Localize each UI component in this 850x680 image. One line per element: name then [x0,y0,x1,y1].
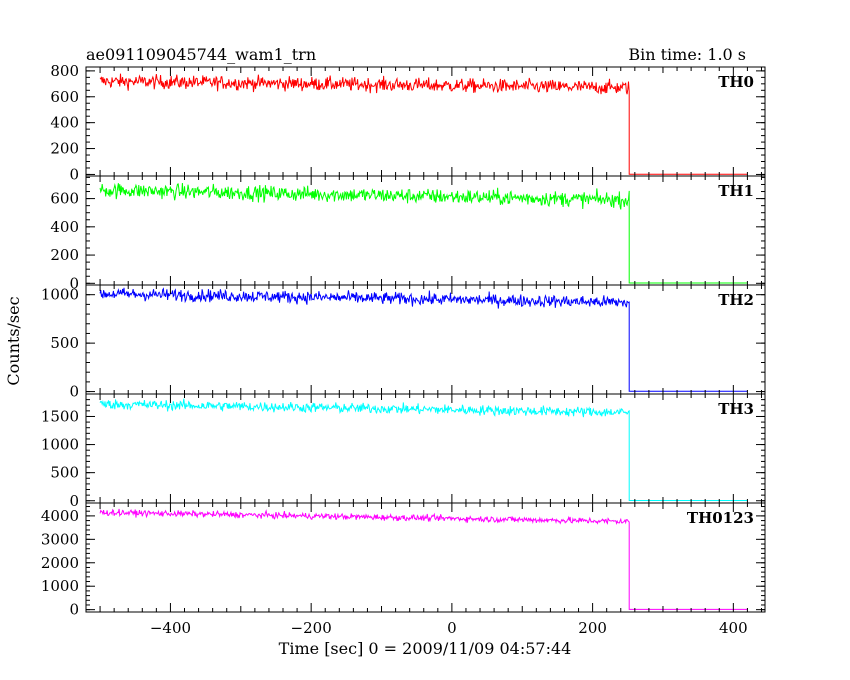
y-tick-label: 600 [50,88,79,106]
panel-label-th0123: TH0123 [687,509,754,527]
y-tick-label: 400 [50,114,79,132]
x-tick-label: 0 [447,619,457,637]
chart-title: ae091109045744_wam1_trn [86,45,316,64]
y-axis-title: Counts/sec [4,296,23,385]
y-tick-label: 0 [69,165,79,183]
y-tick-label: 500 [50,464,79,482]
y-tick-label: 800 [50,62,79,80]
y-tick-label: 3000 [41,530,79,548]
series-line-th0123 [99,508,748,610]
series-line-th1 [99,182,748,284]
panel-label-th3: TH3 [718,400,754,418]
x-tick-label: −200 [291,619,332,637]
panel-label-th1: TH1 [718,182,754,200]
panel-th0123: 0 1000 2000 3000 4000 TH0123 [41,502,766,619]
panel-th0: 0 200 400 600 800 TH0 [50,62,766,183]
y-tick-label: 200 [50,140,79,158]
y-tick-label: 400 [50,218,79,236]
panel-label-th2: TH2 [718,291,754,309]
series-line-th3 [99,398,748,501]
y-tick-label: 0 [69,601,79,619]
panel-frame [85,175,766,286]
y-tick-label: 2000 [41,554,79,572]
y-tick-label: 1000 [41,286,79,304]
bin-time-label: Bin time: 1.0 s [628,45,746,64]
y-tick-label: 1000 [41,577,79,595]
y-tick-label: 1000 [41,436,79,454]
y-tick-label: 0 [69,274,79,292]
y-tick-label: 4000 [41,507,79,525]
panel-frame [85,393,766,504]
panel-th3: 0 500 1000 1500 TH3 [41,393,766,510]
x-axis-title: Time [sec] 0 = 2009/11/09 04:57:44 [279,639,572,658]
x-tick-label: −400 [150,619,191,637]
y-tick-label: 1500 [41,407,79,425]
y-tick-label: 0 [69,383,79,401]
panel-label-th0: TH0 [718,73,754,91]
y-tick-label: 200 [50,246,79,264]
panel-frame [85,502,766,613]
series-line-th0 [99,73,748,175]
x-tick-label: 200 [578,619,607,637]
panel-th2: 0 500 1000 TH2 [41,284,766,401]
panels-group: 0 200 400 600 800 TH0 0 200 400 600 TH1 0 500 1000 TH2… [41,62,766,619]
panel-frame [85,284,766,395]
y-tick-label: 500 [50,334,79,352]
y-tick-label: 600 [50,190,79,208]
x-tick-label: 400 [719,619,748,637]
panel-th1: 0 200 400 600 TH1 [50,175,766,292]
series-line-th2 [99,287,748,392]
x-axis: −400 −200 0 200 400 [150,619,748,637]
y-tick-label: 0 [69,492,79,510]
